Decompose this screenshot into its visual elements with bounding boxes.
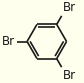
Text: Br: Br bbox=[63, 69, 76, 82]
Text: Br: Br bbox=[63, 1, 76, 14]
Text: Br: Br bbox=[2, 35, 15, 48]
